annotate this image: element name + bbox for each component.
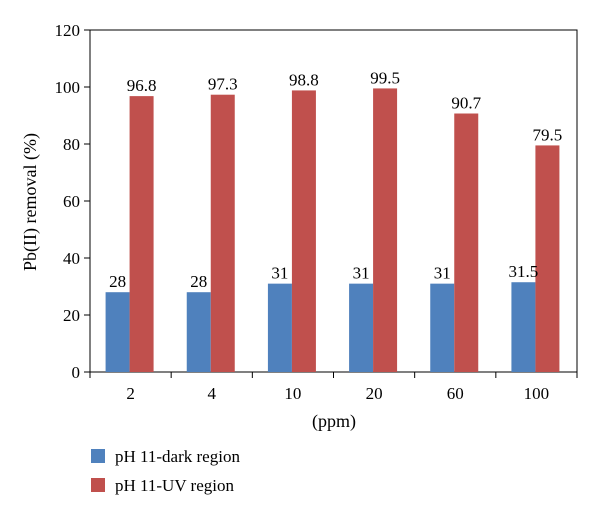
data-label: 79.5 <box>533 125 563 144</box>
y-tick-label: 40 <box>63 249 80 268</box>
y-tick-label: 120 <box>55 21 81 40</box>
legend-label: pH 11-UV region <box>115 476 234 495</box>
x-tick-label: 60 <box>447 384 464 403</box>
y-axis-ticks: 0 20 40 60 80 100 120 <box>55 21 90 382</box>
bar <box>535 145 560 372</box>
data-label: 98.8 <box>289 70 319 89</box>
x-tick-label: 20 <box>366 384 383 403</box>
legend: pH 11-dark region pH 11-UV region <box>91 447 240 495</box>
x-tick-label: 4 <box>208 384 217 403</box>
bar <box>186 292 211 372</box>
bar <box>511 282 536 372</box>
x-axis-ticks: 2 4 10 20 60 100 <box>89 372 578 403</box>
bar <box>210 94 235 372</box>
data-label: 28 <box>190 272 207 291</box>
data-label: 31 <box>353 264 370 283</box>
x-tick-label: 2 <box>126 384 135 403</box>
plot-border <box>89 29 578 373</box>
bars <box>105 88 560 373</box>
data-label: 31 <box>434 264 451 283</box>
bar <box>267 283 292 372</box>
bar <box>349 283 374 372</box>
x-tick-label: 10 <box>284 384 301 403</box>
x-axis-title: (ppm) <box>312 411 356 432</box>
bar <box>373 88 398 373</box>
legend-swatch <box>91 449 105 463</box>
y-tick-label: 100 <box>55 78 81 97</box>
legend-swatch <box>91 478 105 492</box>
data-label: 97.3 <box>208 75 238 94</box>
data-label: 31.5 <box>509 262 539 281</box>
y-tick-label: 20 <box>63 306 80 325</box>
data-label: 28 <box>109 272 126 291</box>
data-label: 96.8 <box>127 76 157 95</box>
legend-label: pH 11-dark region <box>115 447 240 466</box>
bar <box>454 113 479 372</box>
data-labels: 28 28 31 31 31 31.5 96.8 97.3 98.8 99.5 90.7 79.5 <box>109 68 562 291</box>
bar <box>430 283 455 372</box>
data-label: 31 <box>271 264 288 283</box>
data-label: 99.5 <box>370 68 400 87</box>
y-tick-label: 60 <box>63 192 80 211</box>
x-tick-label: 100 <box>524 384 550 403</box>
data-label: 90.7 <box>451 94 481 113</box>
bar <box>105 292 130 372</box>
plot-frame <box>89 29 578 373</box>
bar <box>291 90 316 373</box>
y-tick-label: 80 <box>63 135 80 154</box>
bar <box>129 96 154 373</box>
y-axis-title: Pb(II) removal (%) <box>20 133 41 271</box>
y-tick-label: 0 <box>72 363 81 382</box>
